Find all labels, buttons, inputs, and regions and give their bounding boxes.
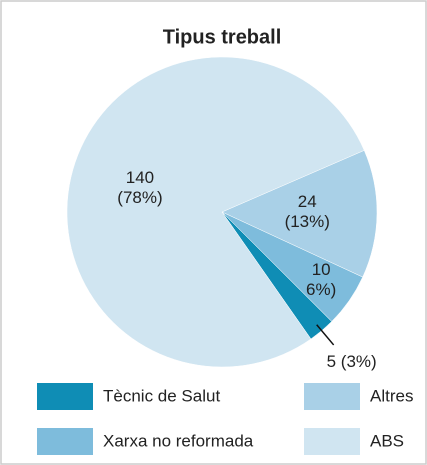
legend-label: Altres <box>370 386 413 405</box>
data-label-line: (13%) <box>285 213 330 232</box>
leader-line <box>316 324 335 346</box>
data-label: 10 6%) <box>306 261 336 300</box>
legend-swatch <box>304 428 360 455</box>
data-label: 140 (78%) <box>117 168 162 207</box>
data-label: 5 (3%) <box>327 352 377 371</box>
legend-label: Tècnic de Salut <box>103 386 220 405</box>
data-label-line: 5 (3%) <box>327 352 377 371</box>
legend-swatch <box>304 383 360 410</box>
data-label-line: 140 <box>126 168 154 187</box>
chart-title: Tipus treball <box>163 26 282 48</box>
legend-swatch <box>37 383 93 410</box>
data-label-line: 24 <box>298 193 317 212</box>
data-label: 24 (13%) <box>285 193 330 232</box>
pie-slice <box>221 150 378 278</box>
legend-label: Xarxa no reformada <box>103 431 254 450</box>
data-label-line: (78%) <box>117 188 162 207</box>
legend-label: ABS <box>370 431 404 450</box>
data-label-line: 10 <box>312 261 331 280</box>
legend-swatch <box>37 428 93 455</box>
data-label-line: 6%) <box>306 281 336 300</box>
pie-slice <box>66 56 365 368</box>
